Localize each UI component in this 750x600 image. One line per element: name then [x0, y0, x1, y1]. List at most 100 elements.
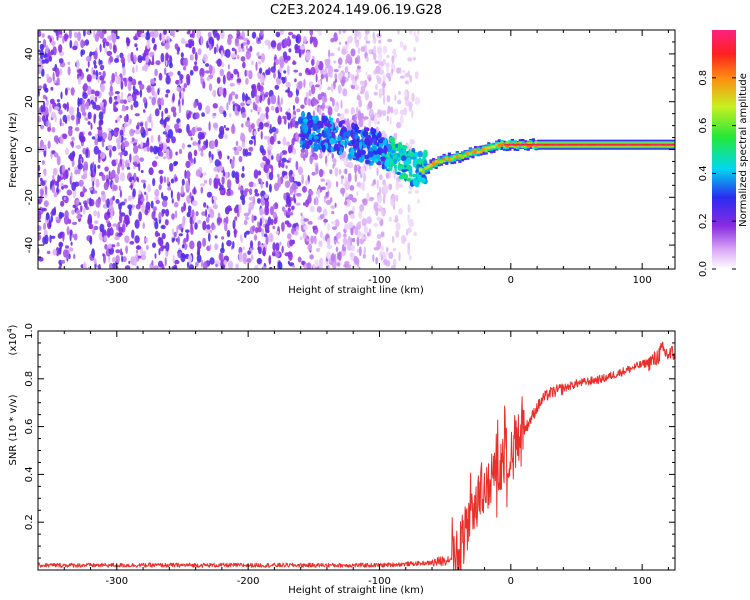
noise-speck: [141, 65, 146, 71]
noise-speck: [358, 99, 363, 108]
noise-speck: [295, 226, 300, 231]
noise-speck: [71, 221, 78, 225]
noise-speck: [358, 246, 362, 257]
noise-speck: [38, 256, 44, 262]
noise-speck: [176, 191, 181, 202]
noise-speck: [259, 217, 263, 227]
noise-speck: [82, 186, 86, 194]
noise-speck: [386, 109, 390, 115]
noise-speck: [214, 159, 221, 167]
noise-speck: [71, 209, 75, 215]
noise-speck: [185, 170, 191, 180]
noise-speck: [129, 176, 133, 183]
noise-speck: [376, 216, 382, 221]
noise-speck: [409, 255, 412, 261]
noise-speck: [93, 30, 96, 38]
noise-speck: [299, 45, 305, 50]
noise-speck: [256, 51, 260, 57]
noise-speck: [218, 105, 224, 115]
noise-speck: [240, 56, 246, 62]
noise-speck: [341, 48, 347, 55]
noise-speck: [314, 84, 320, 88]
noise-speck: [330, 37, 335, 43]
noise-speck: [417, 30, 420, 36]
noise-speck: [42, 94, 47, 100]
noise-speck: [101, 139, 105, 148]
noise-speck: [243, 212, 250, 217]
noise-speck: [337, 241, 340, 245]
signal-line-segment: [489, 145, 493, 149]
noise-speck: [257, 226, 262, 233]
noise-speck: [260, 53, 265, 63]
noise-speck: [72, 234, 75, 238]
noise-speck: [130, 104, 133, 111]
noise-speck: [254, 87, 257, 97]
noise-speck: [220, 247, 225, 254]
noise-speck: [360, 85, 366, 93]
noise-speck: [238, 203, 242, 214]
snr-panel: -300 -200 -100 0 100 0.20.40.60.81.0 Height …: [6, 323, 676, 596]
noise-speck: [197, 219, 202, 224]
noise-speck: [38, 210, 42, 221]
signal-line-segment: [418, 168, 423, 172]
noise-speck: [58, 265, 62, 269]
noise-speck: [390, 264, 396, 269]
noise-speck: [214, 235, 218, 239]
signal-core-segment: [659, 143, 663, 146]
noise-speck: [152, 242, 156, 248]
noise-speck: [320, 178, 326, 182]
noise-speck: [399, 75, 405, 79]
noise-speck: [344, 223, 350, 231]
noise-speck: [163, 156, 167, 160]
noise-speck: [183, 65, 187, 71]
noise-speck: [325, 191, 328, 197]
signal-core-segment: [619, 143, 623, 146]
noise-speck: [52, 46, 57, 56]
noise-speck: [295, 160, 299, 171]
noise-speck: [360, 46, 366, 52]
noise-speck: [108, 96, 113, 104]
noise-speck: [145, 31, 151, 41]
noise-speck: [153, 30, 159, 38]
noise-speck: [64, 103, 67, 111]
noise-speck: [192, 200, 198, 207]
noise-speck: [284, 175, 289, 180]
noise-speck: [131, 137, 135, 142]
noise-speck: [303, 225, 309, 231]
noise-speck: [196, 254, 202, 263]
noise-speck: [60, 200, 65, 207]
noise-speck: [98, 111, 104, 121]
noise-speck: [193, 157, 196, 165]
noise-speck: [354, 30, 360, 37]
noise-speck: [238, 156, 243, 163]
signal-line-segment: [458, 155, 462, 160]
noise-speck: [309, 154, 314, 165]
noise-speck: [40, 104, 44, 113]
noise-speck: [135, 90, 140, 96]
noise-speck: [257, 170, 262, 176]
noise-speck: [309, 36, 314, 44]
noise-speck: [173, 161, 178, 167]
noise-speck: [47, 140, 51, 149]
noise-speck: [150, 61, 155, 66]
noise-speck: [376, 114, 380, 119]
noise-speck: [217, 178, 221, 185]
signal-speck: [370, 127, 374, 135]
x-tick-label: -300: [105, 576, 128, 587]
noise-speck: [268, 255, 272, 265]
noise-speck: [111, 33, 117, 44]
noise-speck: [348, 193, 354, 201]
noise-speck: [259, 113, 265, 122]
noise-speck: [314, 236, 317, 245]
noise-speck: [374, 60, 380, 64]
noise-speck: [249, 188, 253, 196]
noise-speck: [356, 236, 360, 247]
signal-speck: [406, 165, 411, 170]
noise-speck: [325, 163, 329, 167]
noise-speck: [302, 232, 307, 240]
noise-speck: [109, 262, 113, 269]
noise-speck: [307, 194, 312, 204]
noise-speck: [169, 162, 174, 172]
noise-speck: [238, 251, 244, 261]
noise-speck: [140, 126, 144, 134]
